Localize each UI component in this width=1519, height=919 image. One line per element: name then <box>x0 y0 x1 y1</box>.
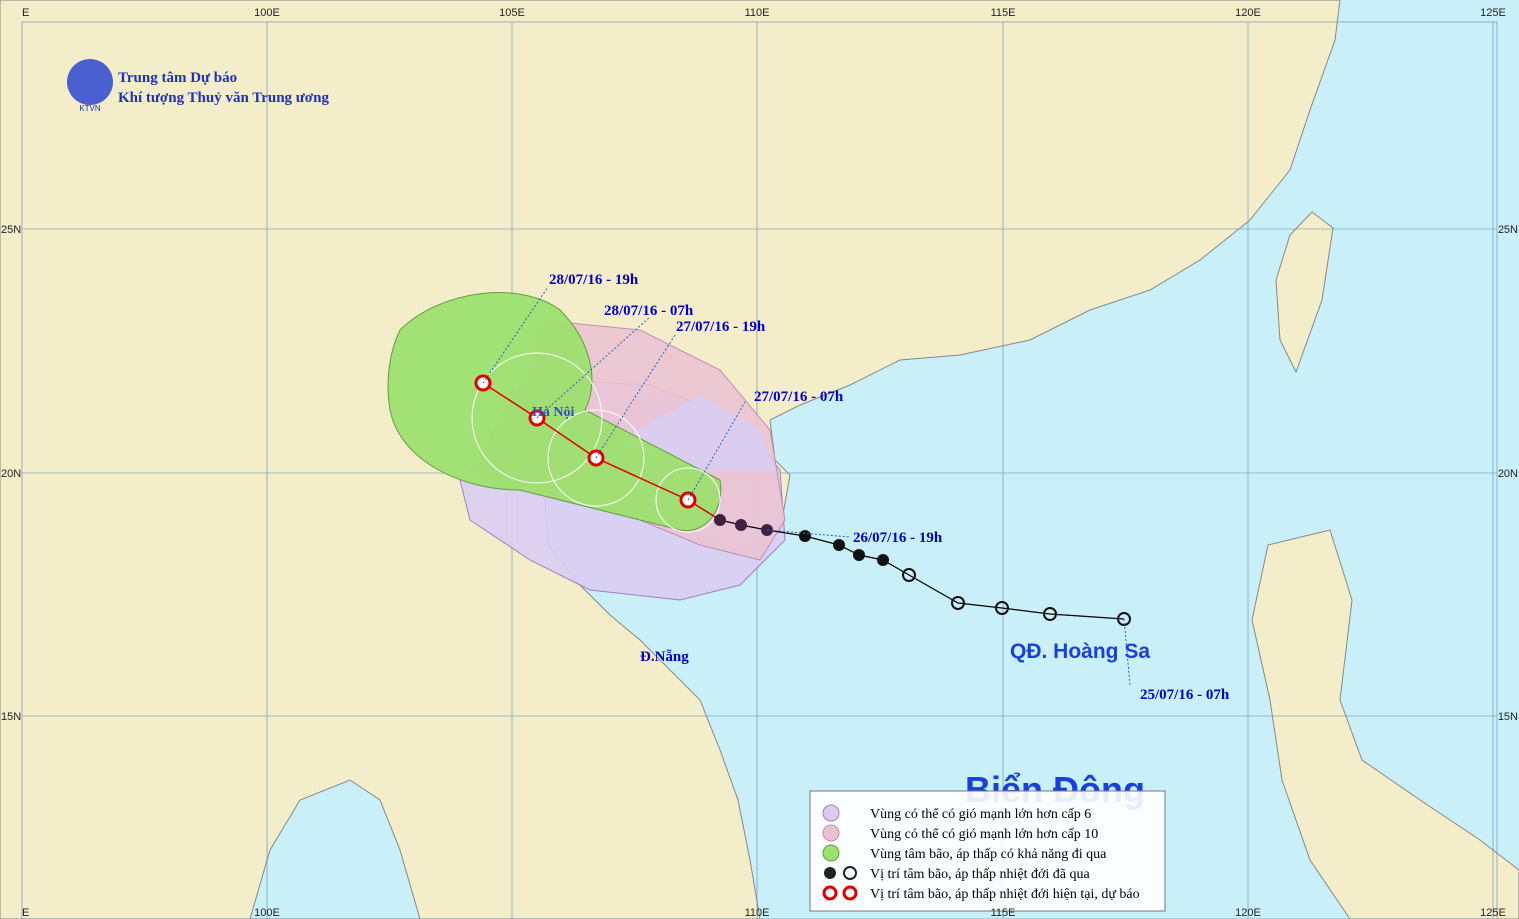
past-storm-symbols <box>714 514 889 566</box>
legend-text: Vị trí tâm bão, áp thấp nhiệt đới đã qua <box>870 867 1090 882</box>
logo-text: KTVN <box>79 104 101 113</box>
legend-box <box>809 790 1166 912</box>
lon-label: 120E <box>1235 907 1261 919</box>
lat-label: 15N <box>1 711 21 723</box>
legend-swatch <box>822 844 840 862</box>
forecast-circles <box>471 352 721 533</box>
legend-text: Vị trí tâm bão, áp thấp nhiệt đới hiện t… <box>870 887 1140 902</box>
lon-label: 105E <box>499 7 525 19</box>
lon-label: 100E <box>254 7 280 19</box>
luzon <box>1251 529 1519 919</box>
lon-label: E <box>22 907 29 919</box>
legend-swatch <box>842 885 858 901</box>
map-frame <box>21 21 1498 919</box>
logo <box>67 59 113 105</box>
lat-label: 25N <box>1498 224 1518 236</box>
track-label: 27/07/16 - 19h <box>676 319 766 335</box>
label-leaders <box>482 286 1131 686</box>
lat-label: 20N <box>1 468 21 480</box>
lon-label: 120E <box>1235 7 1261 19</box>
place-label: QĐ. Hoàng Sa <box>1010 640 1150 663</box>
past-depression-symbols <box>902 568 1131 626</box>
track-label: 26/07/16 - 19h <box>853 530 943 546</box>
track-label: 27/07/16 - 07h <box>754 389 844 405</box>
taiwan <box>1275 211 1334 374</box>
lon-label: 110E <box>745 7 770 19</box>
lat-label: 20N <box>1498 468 1518 480</box>
lon-label: 125E <box>1480 907 1506 919</box>
header-line: Khí tượng Thuỷ văn Trung ương <box>118 90 329 106</box>
lat-label: 25N <box>1 224 21 236</box>
lon-label: E <box>22 7 29 19</box>
legend-text: Vùng có thể có gió mạnh lớn hơn cấp 6 <box>870 807 1091 822</box>
legend-swatch <box>822 824 840 842</box>
legend-swatch <box>822 804 840 822</box>
header-line: Trung tâm Dự báo <box>118 70 237 86</box>
lon-label: 125E <box>1480 7 1506 19</box>
legend-swatch <box>822 885 838 901</box>
lon-label: 110E <box>745 907 770 919</box>
legend-swatch <box>824 867 836 879</box>
lon-label: 115E <box>991 7 1016 19</box>
legend-swatch <box>843 866 857 880</box>
place-label: Đ.Nẵng <box>640 649 689 665</box>
legend-text: Vùng có thể có gió mạnh lớn hơn cấp 10 <box>870 827 1098 842</box>
track-label: 28/07/16 - 19h <box>549 272 639 288</box>
lon-label: 115E <box>991 907 1016 919</box>
track-label: 25/07/16 - 07h <box>1140 687 1230 703</box>
track-label: 28/07/16 - 07h <box>604 303 694 319</box>
gulf-of-thailand <box>249 779 421 919</box>
lat-label: 15N <box>1498 711 1518 723</box>
lon-label: 100E <box>254 907 280 919</box>
place-label: Hà Nội <box>532 405 575 420</box>
legend-text: Vùng tâm bão, áp thấp có khả năng đi qua <box>870 847 1107 862</box>
